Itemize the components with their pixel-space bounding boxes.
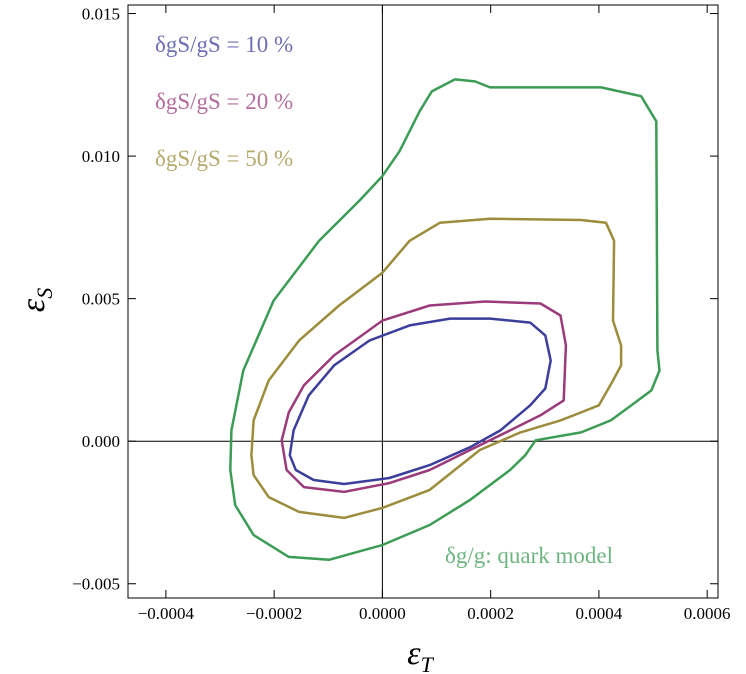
contour-line [250, 217, 623, 520]
plot-frame [127, 4, 719, 599]
legend-entry: δgS/gS = 10 % [155, 32, 293, 57]
x-label-sub: T [421, 652, 435, 674]
x-tick-label: −0.0002 [246, 604, 302, 623]
annotation: δg/g: quark model [445, 543, 613, 568]
y-tick-label: 0.010 [82, 147, 120, 166]
legend-entry: δgS/gS = 50 % [155, 146, 293, 171]
x-axis-label: εT [407, 635, 434, 674]
y-label-sub: S [32, 288, 57, 299]
x-tick-label: 0.0000 [359, 604, 406, 623]
contour-line [280, 300, 568, 494]
x-label-main: ε [407, 635, 421, 672]
contour-line [288, 317, 552, 486]
x-tick-label: 0.0004 [576, 604, 623, 623]
y-tick-label: 0.000 [82, 432, 120, 451]
y-axis-label: εS [15, 288, 57, 312]
legend-entry: δgS/gS = 20 % [155, 89, 293, 114]
x-tick-label: −0.0004 [138, 604, 195, 623]
y-tick-label: 0.005 [82, 290, 120, 309]
x-tick-label: 0.0006 [684, 604, 731, 623]
y-tick-label: 0.015 [82, 5, 120, 24]
contour-line [229, 78, 661, 562]
y-tick-label: −0.005 [72, 575, 120, 594]
y-label-main: ε [15, 298, 52, 312]
x-tick-label: 0.0002 [467, 604, 514, 623]
